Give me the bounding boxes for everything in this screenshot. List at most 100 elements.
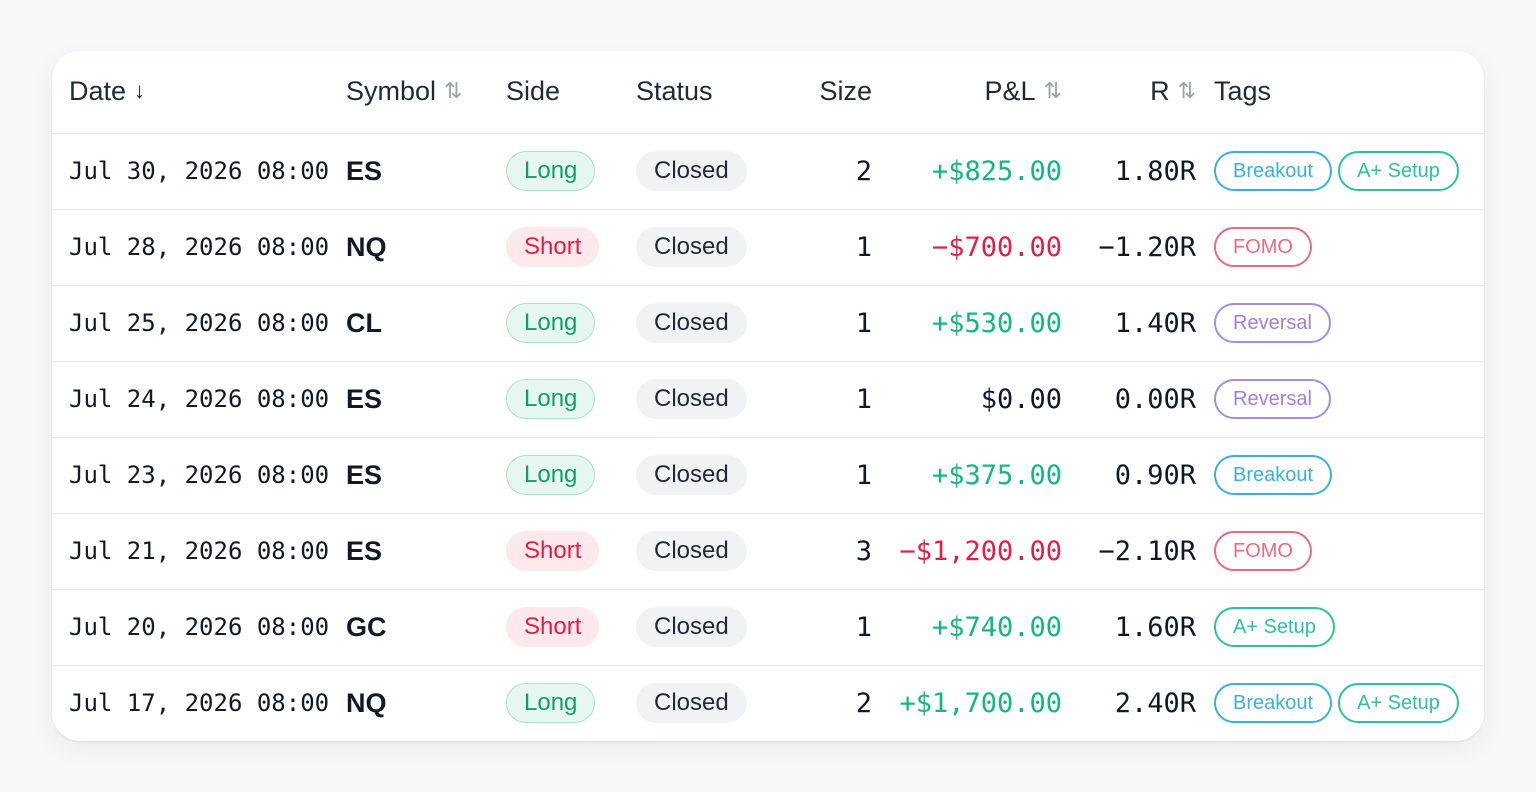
trade-size: 2 xyxy=(776,133,884,210)
trade-r-multiple: 1.60R xyxy=(1074,589,1208,666)
side-badge: Long xyxy=(506,455,596,495)
status-badge: Closed xyxy=(636,607,747,647)
trade-date: Jul 30, 2026 08:00 xyxy=(52,133,346,210)
side-badge: Long xyxy=(506,379,596,419)
table-row[interactable]: Jul 28, 2026 08:00 NQ Short Closed 1 −$700.00… xyxy=(52,209,1484,286)
table-body: Jul 30, 2026 08:00 ES Long Closed 2 +$825.00 1… xyxy=(52,133,1484,741)
sort-icon[interactable]: ⇅ xyxy=(1043,78,1062,104)
trade-symbol: GC xyxy=(346,589,506,666)
trade-size: 1 xyxy=(776,589,884,666)
table-row[interactable]: Jul 23, 2026 08:00 ES Long Closed 1 +$375.00 0… xyxy=(52,437,1484,514)
table-row[interactable]: Jul 25, 2026 08:00 CL Long Closed 1 +$530.00 1… xyxy=(52,285,1484,362)
trade-pnl: $0.00 xyxy=(884,361,1074,438)
trade-side-cell: Long xyxy=(506,285,636,362)
status-badge: Closed xyxy=(636,303,747,343)
trade-status-cell: Closed xyxy=(636,361,776,438)
trade-r-multiple: 2.40R xyxy=(1114,687,1196,719)
tag-fomo[interactable]: FOMO xyxy=(1214,227,1312,267)
trade-date: Jul 25, 2026 08:00 xyxy=(52,285,346,362)
tag-reversal[interactable]: Reversal xyxy=(1214,379,1331,419)
trade-date: Jul 20, 2026 08:00 xyxy=(52,589,346,666)
status-badge: Closed xyxy=(636,227,747,267)
tag-breakout[interactable]: Breakout xyxy=(1214,683,1333,724)
tag-reversal[interactable]: Reversal xyxy=(1214,303,1331,343)
trade-symbol: ES xyxy=(346,133,506,210)
table-row[interactable]: Jul 30, 2026 08:00 ES Long Closed 2 +$825.00 1… xyxy=(52,133,1484,210)
tag-breakout[interactable]: Breakout xyxy=(1214,455,1333,495)
column-header-r[interactable]: R ⇅ xyxy=(1074,51,1208,134)
table-row[interactable]: Jul 24, 2026 08:00 ES Long Closed 1 $0.00 0.00… xyxy=(52,361,1484,438)
trade-size: 1 xyxy=(776,437,884,514)
trade-pnl: +$1,700.00 xyxy=(899,687,1062,719)
trade-pnl: +$375.00 xyxy=(884,437,1074,514)
column-header-size: Size xyxy=(776,51,884,134)
status-badge: Closed xyxy=(636,683,747,724)
trade-r-multiple: −1.20R xyxy=(1074,209,1208,286)
trade-r-multiple: 1.40R xyxy=(1074,285,1208,362)
trade-symbol: NQ xyxy=(346,209,506,286)
column-header-label: Tags xyxy=(1214,76,1272,107)
trade-date: Jul 21, 2026 08:00 xyxy=(52,513,346,590)
side-badge: Short xyxy=(506,531,600,571)
trade-tags: FOMO xyxy=(1208,513,1484,590)
trade-tags: Reversal xyxy=(1208,285,1484,362)
trade-size: 3 xyxy=(776,513,884,590)
trade-pnl: +$530.00 xyxy=(884,285,1074,362)
side-badge: Short xyxy=(506,607,600,647)
column-header-date[interactable]: Date ↓ xyxy=(52,51,346,134)
trade-status-cell: Closed xyxy=(636,285,776,362)
tag-breakout[interactable]: Breakout xyxy=(1214,151,1333,191)
trade-r-multiple: 0.00R xyxy=(1074,361,1208,438)
table-row[interactable]: Jul 21, 2026 08:00 ES Short Closed 3 −$1,200.… xyxy=(52,513,1484,590)
trade-pnl: −$700.00 xyxy=(884,209,1074,286)
trade-symbol: ES xyxy=(346,513,506,590)
status-badge: Closed xyxy=(636,151,747,191)
trade-r-multiple: 1.80R xyxy=(1074,133,1208,210)
tag-a-plus-setup[interactable]: A+ Setup xyxy=(1338,151,1459,191)
trade-status-cell: Closed xyxy=(636,589,776,666)
trade-size: 1 xyxy=(776,209,884,286)
column-header-tags: Tags xyxy=(1208,51,1484,134)
status-badge: Closed xyxy=(636,379,747,419)
table-row[interactable]: Jul 17, 2026 08:00 NQ Long Closed 2 +$1,700.0… xyxy=(52,665,1484,741)
trade-side-cell: Short xyxy=(506,589,636,666)
trade-r-multiple: −2.10R xyxy=(1074,513,1208,590)
side-badge: Long xyxy=(506,683,596,724)
tag-a-plus-setup[interactable]: A+ Setup xyxy=(1338,683,1459,724)
trade-tags: Breakout A+ Setup xyxy=(1208,665,1484,741)
trade-size: 1 xyxy=(776,361,884,438)
sort-descending-icon[interactable]: ↓ xyxy=(134,78,146,104)
tag-a-plus-setup[interactable]: A+ Setup xyxy=(1214,607,1335,647)
trade-side-cell: Long xyxy=(506,133,636,210)
trade-status-cell: Closed xyxy=(636,209,776,286)
column-header-label: P&L xyxy=(984,76,1036,107)
trade-tags: Reversal xyxy=(1208,361,1484,438)
column-header-status: Status xyxy=(636,51,776,134)
column-header-label: R xyxy=(1150,76,1170,107)
trade-side-cell: Long xyxy=(506,437,636,514)
trade-side-cell: Long xyxy=(506,665,636,741)
trade-pnl: +$740.00 xyxy=(884,589,1074,666)
trade-status-cell: Closed xyxy=(636,437,776,514)
status-badge: Closed xyxy=(636,531,747,571)
trade-pnl: −$1,200.00 xyxy=(884,513,1074,590)
trade-date: Jul 28, 2026 08:00 xyxy=(52,209,346,286)
side-badge: Long xyxy=(506,151,596,191)
tag-fomo[interactable]: FOMO xyxy=(1214,531,1312,571)
trade-side-cell: Long xyxy=(506,361,636,438)
column-header-label: Side xyxy=(506,76,561,107)
column-header-label: Size xyxy=(819,76,872,107)
sort-icon[interactable]: ⇅ xyxy=(1177,78,1196,104)
trade-symbol: ES xyxy=(346,437,506,514)
column-header-symbol[interactable]: Symbol ⇅ xyxy=(346,51,506,134)
column-header-label: Date xyxy=(69,76,127,107)
trade-date: Jul 24, 2026 08:00 xyxy=(52,361,346,438)
trade-status-cell: Closed xyxy=(636,513,776,590)
trade-status-cell: Closed xyxy=(636,665,776,741)
trade-symbol: ES xyxy=(346,361,506,438)
table-row[interactable]: Jul 20, 2026 08:00 GC Short Closed 1 +$740.00… xyxy=(52,589,1484,666)
trade-symbol: NQ xyxy=(346,687,387,718)
trade-tags: Breakout A+ Setup xyxy=(1208,133,1484,210)
column-header-pnl[interactable]: P&L ⇅ xyxy=(884,51,1074,134)
sort-icon[interactable]: ⇅ xyxy=(444,78,463,104)
